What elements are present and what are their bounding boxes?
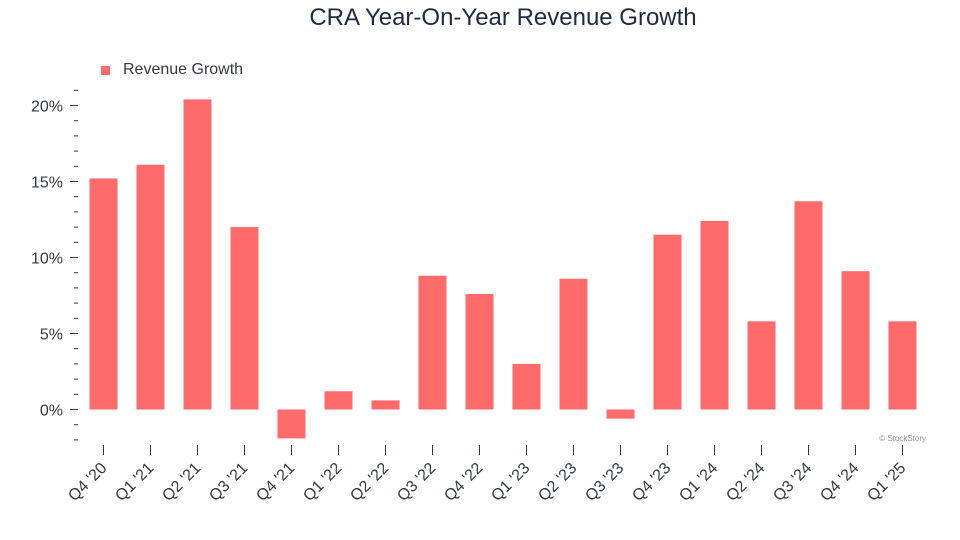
bar xyxy=(512,363,541,410)
x-tick-label: Q4 '24 xyxy=(817,460,862,505)
bar xyxy=(371,400,400,410)
x-tick-label: Q4 '21 xyxy=(253,460,298,505)
x-tick-label: Q3 '24 xyxy=(770,460,815,505)
bar xyxy=(230,227,259,410)
x-tick-label: Q1 '22 xyxy=(300,460,345,505)
bar xyxy=(324,391,353,410)
x-tick-label: Q2 '21 xyxy=(159,460,204,505)
x-tick-label: Q1 '24 xyxy=(676,460,721,505)
x-tick-label: Q3 '23 xyxy=(582,460,627,505)
bar xyxy=(700,221,729,410)
y-tick-label: 0% xyxy=(40,403,63,420)
y-tick-label: 10% xyxy=(31,251,63,268)
bar xyxy=(465,293,494,410)
bar xyxy=(841,271,870,410)
y-tick-label: 20% xyxy=(31,99,63,116)
legend-swatch xyxy=(101,66,110,75)
bar xyxy=(606,409,635,419)
bar xyxy=(747,321,776,410)
bar xyxy=(418,275,447,410)
x-tick-label: Q4 '23 xyxy=(629,460,674,505)
bar xyxy=(136,164,165,410)
x-tick-label: Q2 '23 xyxy=(535,460,580,505)
x-tick-label: Q3 '22 xyxy=(394,460,439,505)
x-tick-label: Q1 '21 xyxy=(112,460,157,505)
credit-watermark: © StockStory xyxy=(879,434,926,443)
x-tick-label: Q1 '23 xyxy=(488,460,533,505)
x-tick-label: Q1 '25 xyxy=(864,460,909,505)
bar xyxy=(559,278,588,410)
y-tick-label: 5% xyxy=(40,327,63,344)
y-axis: 0% 5% 10% 15% 20% xyxy=(31,89,78,441)
bar xyxy=(888,321,917,410)
legend: Revenue Growth xyxy=(101,61,243,78)
x-tick-label: Q4 '20 xyxy=(65,460,110,505)
chart-title: CRA Year-On-Year Revenue Growth xyxy=(309,4,696,31)
y-tick-label: 15% xyxy=(31,175,63,192)
x-tick-label: Q2 '24 xyxy=(723,460,768,505)
bar xyxy=(89,178,118,410)
x-tick-label: Q2 '22 xyxy=(347,460,392,505)
bar xyxy=(183,99,212,410)
bar xyxy=(794,201,823,410)
x-tick-label: Q4 '22 xyxy=(441,460,486,505)
x-axis: Q4 '20 Q1 '21 Q2 '21 Q3 '21 Q4 '21 Q1 '22 Q2 '… xyxy=(65,445,909,505)
bar xyxy=(653,234,682,410)
x-tick-label: Q3 '21 xyxy=(206,460,251,505)
legend-label: Revenue Growth xyxy=(123,61,243,78)
bar xyxy=(277,409,306,439)
bars xyxy=(89,99,917,439)
